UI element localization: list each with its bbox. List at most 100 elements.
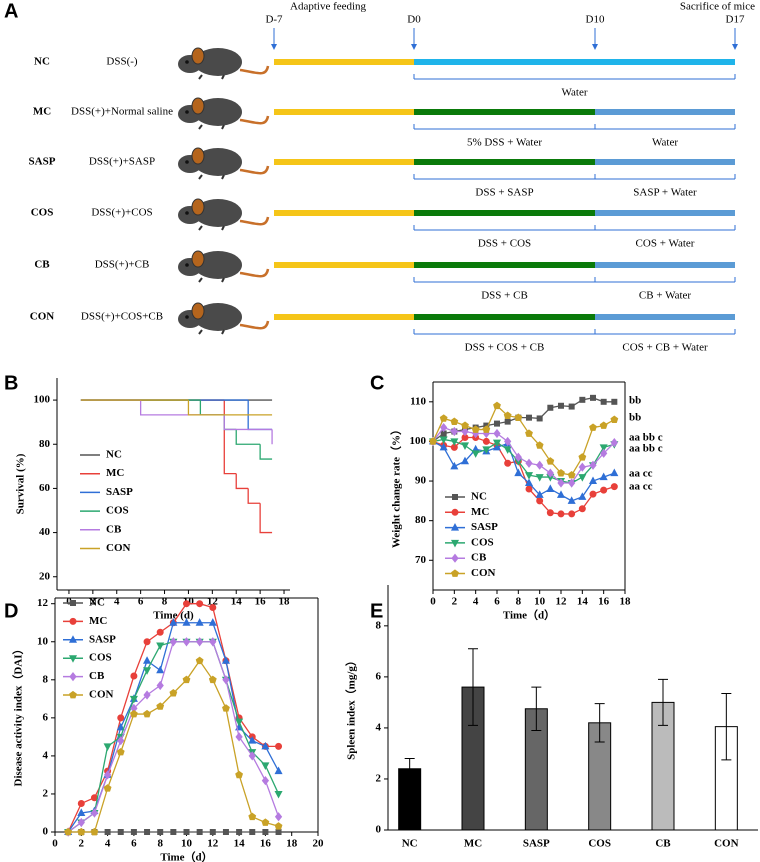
x-tick-label: 8 bbox=[162, 596, 168, 608]
marker bbox=[536, 460, 544, 470]
legend-label: MC bbox=[89, 615, 107, 627]
x-tick-label: 8 bbox=[157, 838, 163, 850]
x-tick-label: 10 bbox=[534, 596, 546, 608]
marker bbox=[440, 422, 448, 433]
marker bbox=[169, 637, 177, 647]
marker bbox=[524, 478, 534, 487]
mouse-icon bbox=[176, 146, 270, 181]
marker bbox=[460, 442, 470, 450]
marker bbox=[170, 829, 177, 835]
feeding-bar bbox=[274, 210, 414, 216]
y-tick-label: 100 bbox=[410, 435, 427, 447]
marker bbox=[69, 617, 77, 625]
legend-label: CON bbox=[106, 542, 131, 554]
marker bbox=[471, 450, 480, 458]
day-label: D17 bbox=[726, 14, 745, 26]
group-code: CON bbox=[30, 311, 55, 323]
marker bbox=[221, 656, 230, 664]
x-tick-label: 6 bbox=[131, 838, 137, 850]
panel-label: C bbox=[370, 372, 384, 394]
marker bbox=[209, 604, 217, 612]
y-axis-title: Weight change rate（%） bbox=[390, 424, 403, 548]
y-tick-label: 10 bbox=[37, 635, 49, 647]
survival-step bbox=[259, 444, 273, 460]
marker bbox=[248, 736, 257, 744]
marker bbox=[525, 485, 533, 493]
survival-step bbox=[199, 400, 225, 416]
marker bbox=[77, 799, 85, 807]
error-bar bbox=[658, 678, 668, 726]
marker bbox=[535, 441, 544, 449]
marker bbox=[183, 600, 190, 608]
marker bbox=[261, 818, 270, 826]
y-tick-label: 12 bbox=[37, 597, 49, 609]
marker bbox=[588, 476, 598, 485]
x-tick-label: 2 bbox=[79, 838, 85, 850]
marker bbox=[452, 494, 458, 500]
mouse-icon bbox=[176, 249, 270, 284]
marker bbox=[578, 492, 587, 500]
x-tick-label: 12 bbox=[556, 596, 568, 608]
feeding-bar bbox=[274, 59, 414, 65]
survival-step bbox=[139, 400, 225, 416]
marker bbox=[129, 709, 138, 718]
y-tick-label: 110 bbox=[410, 395, 426, 407]
day-label: D-7 bbox=[265, 14, 283, 26]
marker bbox=[579, 396, 586, 403]
period-bar bbox=[595, 109, 735, 115]
marker bbox=[249, 829, 256, 835]
marker bbox=[546, 509, 554, 517]
x-tick-label: 16 bbox=[598, 596, 610, 608]
legend-label: COS bbox=[106, 505, 129, 517]
period-bar bbox=[414, 159, 595, 165]
y-tick-label: 80 bbox=[39, 438, 51, 450]
survival-step bbox=[223, 400, 237, 475]
phase-label: Adaptive feeding bbox=[290, 1, 367, 13]
marker bbox=[471, 425, 480, 433]
legend-label: NC bbox=[89, 597, 105, 609]
x-tick-label: 8 bbox=[516, 596, 522, 608]
marker bbox=[77, 827, 86, 836]
marker bbox=[64, 827, 73, 836]
marker bbox=[182, 675, 191, 684]
marker bbox=[274, 766, 283, 775]
marker bbox=[261, 762, 270, 770]
group-code: COS bbox=[31, 207, 54, 219]
y-tick-label: 20 bbox=[39, 570, 51, 582]
x-tick-label: 0 bbox=[52, 838, 58, 850]
y-tick-label: 4 bbox=[376, 721, 382, 733]
period-bar bbox=[414, 314, 595, 320]
x-tick-label: 6 bbox=[138, 596, 144, 608]
marker bbox=[568, 403, 575, 410]
x-tick-label: COS bbox=[588, 838, 611, 850]
marker bbox=[156, 628, 164, 636]
survival-step bbox=[235, 429, 261, 445]
survival-step bbox=[259, 503, 273, 534]
marker bbox=[169, 689, 178, 697]
period-label: DSS + CB bbox=[481, 290, 528, 302]
marker bbox=[460, 456, 470, 465]
group-treatment: DSS(+)+SASP bbox=[89, 156, 155, 168]
marker bbox=[600, 398, 607, 405]
marker bbox=[567, 496, 576, 504]
group-treatment: DSS(+)+COS+CB bbox=[81, 311, 163, 323]
marker bbox=[117, 714, 125, 722]
marker bbox=[248, 812, 257, 821]
significance-label: aa bb c bbox=[629, 443, 663, 455]
x-axis-title: Time（d） bbox=[503, 609, 555, 622]
marker bbox=[130, 829, 137, 835]
marker bbox=[209, 637, 217, 647]
period-label: DSS + SASP bbox=[475, 187, 533, 199]
marker bbox=[157, 829, 164, 835]
series-line bbox=[432, 397, 615, 442]
x-axis-title: Time（d） bbox=[160, 851, 212, 862]
marker bbox=[195, 618, 204, 626]
feeding-bar bbox=[274, 314, 414, 320]
marker bbox=[482, 446, 491, 454]
period-label: Water bbox=[562, 87, 588, 99]
marker bbox=[236, 829, 243, 835]
marker bbox=[450, 539, 460, 548]
y-tick-label: 0 bbox=[43, 826, 49, 838]
marker bbox=[504, 436, 512, 447]
series-line bbox=[432, 436, 615, 515]
